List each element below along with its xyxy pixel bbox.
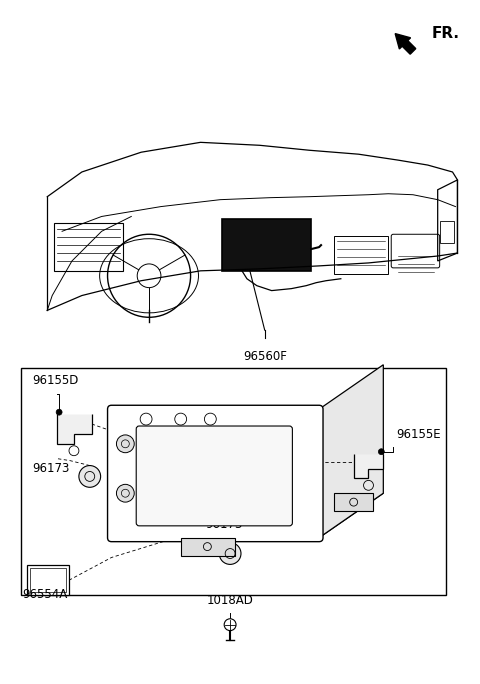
Bar bbox=[334, 493, 373, 511]
Text: 96155D: 96155D bbox=[33, 374, 79, 387]
Bar bbox=[30, 568, 66, 592]
FancyArrow shape bbox=[395, 34, 416, 54]
Text: 1018AD: 1018AD bbox=[207, 594, 253, 607]
Circle shape bbox=[79, 466, 101, 487]
FancyBboxPatch shape bbox=[108, 405, 323, 542]
Text: 96560F: 96560F bbox=[243, 350, 287, 363]
Bar bbox=[334, 236, 388, 274]
Polygon shape bbox=[111, 493, 384, 538]
Bar bbox=[54, 224, 123, 271]
Bar bbox=[222, 220, 311, 271]
Circle shape bbox=[117, 435, 134, 453]
Text: FR.: FR. bbox=[432, 26, 459, 41]
Circle shape bbox=[219, 542, 241, 564]
Polygon shape bbox=[319, 365, 384, 538]
Bar bbox=[180, 538, 235, 555]
Bar bbox=[27, 566, 69, 595]
Text: 96155E: 96155E bbox=[396, 428, 441, 441]
Bar bbox=[21, 368, 445, 595]
FancyBboxPatch shape bbox=[136, 426, 292, 526]
Text: 96554A: 96554A bbox=[23, 588, 68, 601]
Circle shape bbox=[224, 619, 236, 631]
Circle shape bbox=[117, 484, 134, 502]
Text: 96173: 96173 bbox=[33, 462, 70, 475]
Bar bbox=[440, 222, 455, 243]
Polygon shape bbox=[57, 414, 92, 444]
Polygon shape bbox=[354, 453, 384, 478]
Circle shape bbox=[56, 409, 62, 415]
Text: 96173: 96173 bbox=[205, 518, 243, 531]
Circle shape bbox=[378, 449, 384, 455]
